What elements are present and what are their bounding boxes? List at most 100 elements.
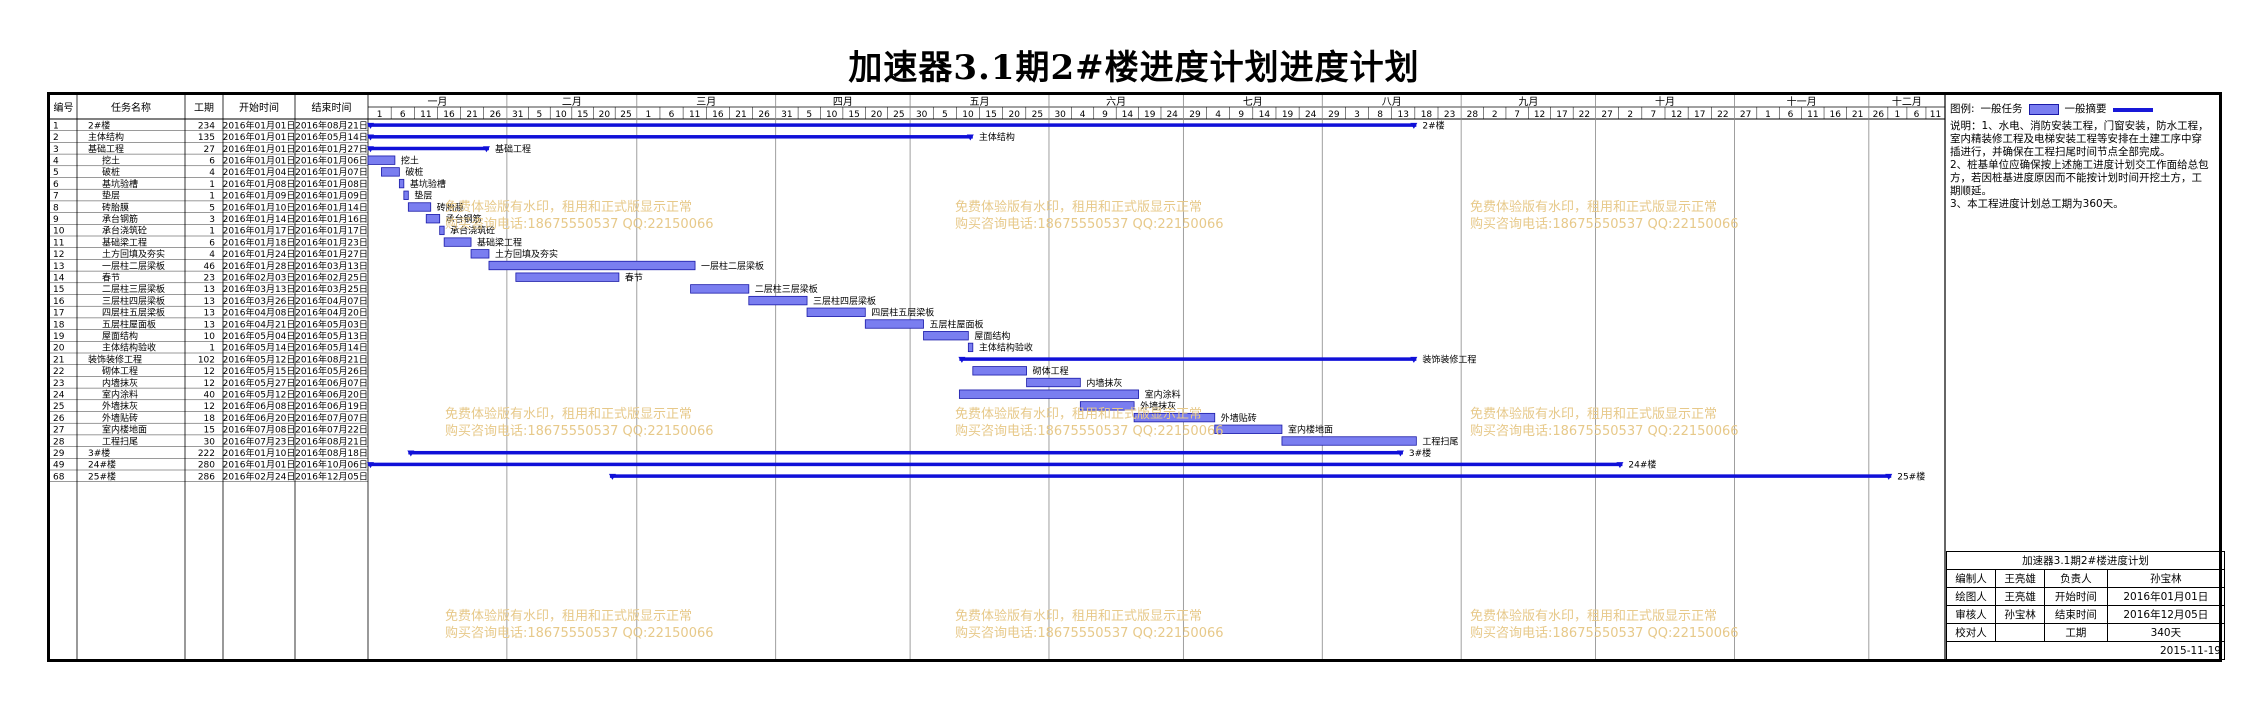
task-name: 基础工程: [88, 143, 124, 155]
task-end: 2016年12月05日: [295, 470, 368, 482]
month-label: 七月: [1243, 96, 1263, 108]
task-end: 2016年08月21日: [295, 435, 368, 447]
task-start: 2016年01月14日: [223, 213, 296, 225]
day-tick-label: 12: [1671, 110, 1682, 120]
task-name: 春节: [102, 271, 120, 283]
info-cell: 开始时间: [2044, 587, 2108, 606]
day-tick-label: 4: [1080, 110, 1086, 120]
day-tick-label: 17: [1694, 110, 1705, 120]
task-duration: 1: [209, 344, 215, 354]
task-start: 2016年05月12日: [223, 388, 296, 400]
summary-bar: [368, 146, 489, 151]
task-start: 2016年01月01日: [223, 143, 296, 155]
task-duration: 286: [198, 472, 215, 482]
task-start: 2016年06月08日: [223, 400, 296, 412]
summary-end-marker: [966, 134, 974, 141]
legend-summary-label: 一般摘要: [2064, 103, 2107, 115]
task-start: 2016年03月13日: [223, 283, 296, 295]
summary-start-marker: [367, 122, 374, 129]
task-duration: 46: [204, 262, 216, 272]
day-tick-label: 16: [712, 110, 724, 120]
day-tick-label: 15: [848, 110, 859, 120]
bar-label: 承台钢筋: [446, 213, 482, 225]
task-start: 2016年01月01日: [223, 154, 296, 166]
month-label: 十二月: [1892, 95, 1922, 108]
task-end: 2016年05月26日: [295, 365, 368, 377]
task-name: 承台浇筑砼: [102, 225, 147, 237]
summary-bar: [609, 474, 1892, 478]
day-tick-label: 26: [758, 110, 770, 120]
row-number: 25: [53, 402, 64, 412]
task-name: 室内涂料: [102, 388, 138, 400]
day-tick-label: 5: [536, 110, 542, 120]
task-start: 2016年01月17日: [223, 225, 296, 237]
task-bar: [967, 342, 974, 353]
task-start: 2016年01月10日: [223, 201, 296, 213]
row-number: 19: [53, 332, 65, 342]
info-cell: 编制人: [1945, 569, 1997, 588]
task-bar: [1281, 436, 1417, 446]
task-duration: 3: [209, 215, 215, 225]
task-name: 砖胎膜: [102, 201, 129, 213]
summary-bar: [368, 462, 1623, 467]
info-date: 2015-11-19: [1946, 641, 2225, 660]
task-duration: 6: [209, 238, 215, 248]
task-start: 2016年07月08日: [223, 424, 296, 436]
task-end: 2016年07月07日: [295, 412, 368, 424]
row-number: 10: [53, 227, 65, 237]
task-start: 2016年01月01日: [223, 131, 296, 143]
row-number: 9: [53, 215, 59, 225]
row-number: 24: [53, 390, 65, 400]
task-end: 2016年04月07日: [295, 295, 368, 307]
info-cell: 工期: [2044, 623, 2108, 642]
summary-start-marker: [608, 473, 616, 480]
bar-label: 主体结构: [979, 131, 1015, 143]
summary-bar: [368, 135, 973, 139]
task-name: 垫层: [102, 190, 120, 202]
day-tick-label: 13: [1398, 110, 1409, 120]
task-start: 2016年01月04日: [223, 166, 296, 178]
task-bar: [1133, 412, 1216, 423]
bar-label: 承台浇筑砼: [450, 225, 495, 237]
task-end: 2016年01月27日: [295, 248, 368, 260]
task-start: 2016年01月18日: [223, 236, 296, 248]
task-start: 2016年05月12日: [223, 353, 296, 365]
bar-label: 挖土: [401, 154, 419, 166]
task-end: 2016年01月07日: [295, 166, 368, 178]
bar-label: 外墙贴砖: [1221, 412, 1257, 424]
task-start: 2016年04月21日: [223, 318, 296, 330]
task-bar: [1026, 377, 1081, 388]
task-end: 2016年06月19日: [295, 400, 368, 412]
day-tick-label: 7: [1651, 110, 1657, 120]
row-number: 16: [53, 297, 65, 307]
summary-end-marker: [482, 146, 490, 153]
row-number: 20: [53, 344, 65, 354]
task-name: 土方回填及夯实: [102, 248, 165, 260]
day-tick-label: 27: [1601, 110, 1612, 120]
day-tick-label: 6: [669, 110, 675, 120]
task-end: 2016年08月21日: [295, 353, 368, 365]
day-tick-label: 15: [985, 110, 996, 120]
task-start: 2016年06月20日: [223, 412, 296, 424]
task-end: 2016年01月14日: [295, 201, 368, 213]
task-duration: 1: [209, 192, 215, 202]
summary-end-marker: [1410, 122, 1418, 129]
watermark-text: 购买咨询电话:18675550537 QQ:22150066: [955, 423, 1224, 439]
task-name: 室内楼地面: [102, 424, 147, 436]
task-name: 一层柱二层梁板: [102, 260, 165, 272]
month-label: 一月: [427, 96, 447, 108]
task-bar: [748, 295, 808, 306]
task-name: 基础梁工程: [102, 236, 147, 248]
day-tick-label: 25: [893, 110, 904, 120]
watermark-text: 购买咨询电话:18675550537 QQ:22150066: [445, 216, 714, 232]
task-bar: [690, 284, 750, 294]
bar-label: 工程扫尾: [1422, 435, 1458, 447]
row-number: 23: [53, 379, 64, 389]
task-end: 2016年03月25日: [295, 283, 368, 295]
task-bar: [806, 307, 866, 317]
day-tick-label: 12: [1534, 110, 1545, 120]
task-bar: [381, 167, 400, 177]
watermark-text: 免费体验版有水印，租用和正式版显示正常: [1470, 199, 1717, 215]
watermark-text: 免费体验版有水印，租用和正式版显示正常: [445, 406, 692, 422]
task-duration: 234: [198, 121, 215, 131]
